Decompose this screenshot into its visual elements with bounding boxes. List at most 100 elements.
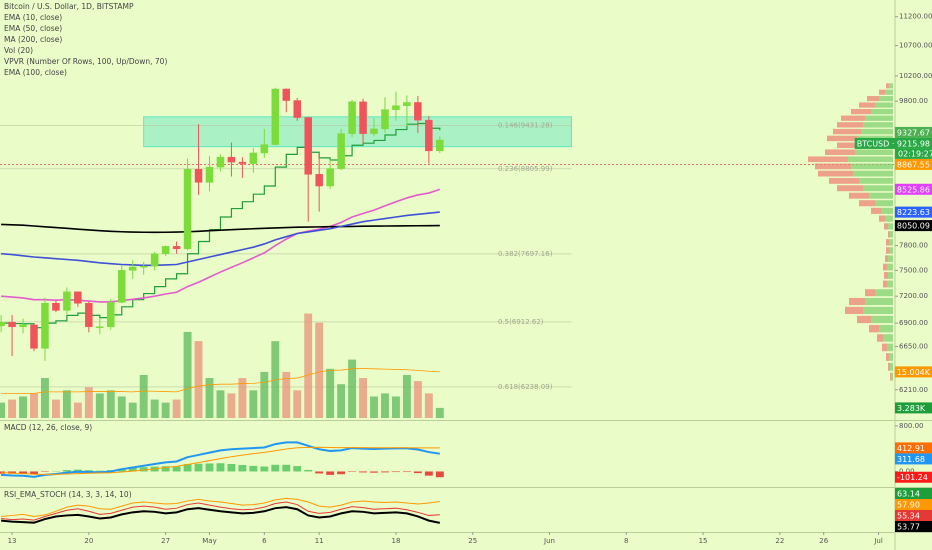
vpvr-up xyxy=(853,170,893,177)
vpvr-down xyxy=(890,372,891,381)
candle-body xyxy=(282,88,291,101)
price-label: 8867.55 xyxy=(897,160,930,169)
macd-histogram xyxy=(304,469,313,472)
candle-body xyxy=(315,174,323,187)
volume-bar xyxy=(161,402,170,418)
y-tick-label: 9800.00 xyxy=(899,97,928,105)
vpvr-up xyxy=(890,362,893,371)
macd-histogram xyxy=(183,464,192,472)
vpvr-up xyxy=(879,96,893,102)
vpvr-down xyxy=(879,215,885,222)
fib-label: 0.5(6912.62) xyxy=(498,318,544,326)
volume-bar xyxy=(402,374,411,418)
fib-label: 0.618(6238.09) xyxy=(498,383,553,391)
macd-histogram xyxy=(30,471,38,475)
vpvr-up xyxy=(887,280,893,288)
macd-histogram xyxy=(205,463,214,472)
macd-histogram xyxy=(424,471,433,476)
volume-bar xyxy=(183,331,192,418)
vpvr-up xyxy=(861,128,893,135)
volume-bar xyxy=(238,378,247,418)
macd-histogram xyxy=(282,464,291,472)
candle-body xyxy=(260,144,269,154)
vpvr-up xyxy=(851,163,893,170)
x-tick-label: 25 xyxy=(468,537,477,545)
vpvr-down xyxy=(886,83,889,89)
volume-bar xyxy=(293,390,302,418)
y-tick-label: 0.00 xyxy=(899,467,915,475)
macd-histogram xyxy=(238,465,247,472)
price-label: 9327.67 xyxy=(897,128,930,137)
macd-histogram xyxy=(402,471,411,473)
vpvr-down xyxy=(888,231,890,238)
candle-body xyxy=(183,169,192,250)
volume-bar xyxy=(205,378,214,418)
vpvr-down xyxy=(859,200,875,207)
vpvr-up xyxy=(879,324,893,333)
candle-body xyxy=(249,152,258,164)
candle-body xyxy=(425,119,433,152)
y-tick-label: 6900.00 xyxy=(899,319,928,327)
vpvr-up xyxy=(890,231,893,238)
volume-bar xyxy=(106,390,115,418)
legend-entry: EMA (50, close) xyxy=(4,24,62,33)
stoch-line xyxy=(1,497,440,517)
candle-body xyxy=(107,302,115,328)
macd-line xyxy=(1,441,440,478)
vpvr-up xyxy=(875,200,893,207)
y-tick-label: 7200.00 xyxy=(899,292,928,300)
vpvr-up xyxy=(855,149,893,156)
legend-entry: MA (200, close) xyxy=(4,35,62,44)
price-label: BTCUSD · 9215.98 xyxy=(857,139,930,148)
candle-body xyxy=(348,101,356,134)
vpvr-up xyxy=(889,353,893,361)
candle-body xyxy=(205,166,214,183)
candle-body xyxy=(139,265,148,268)
macd-histogram xyxy=(216,463,225,472)
x-tick-label: 11 xyxy=(315,537,324,545)
vpvr-down xyxy=(815,163,851,170)
price-label-box xyxy=(854,137,932,149)
vpvr-down xyxy=(869,324,879,333)
vpvr-up xyxy=(881,207,893,214)
volume-bar xyxy=(139,374,148,418)
volume-bar xyxy=(424,393,433,418)
vpvr-down xyxy=(825,149,855,156)
candle-body xyxy=(194,169,203,183)
price-label-box xyxy=(894,206,932,218)
price-label-box xyxy=(894,126,932,138)
x-tick-label: Jun xyxy=(543,537,555,545)
vpvr-down xyxy=(857,315,871,324)
fib-label: 0.236(8805.99) xyxy=(498,165,553,173)
macd-histogram xyxy=(73,469,82,472)
price-label-box xyxy=(895,402,932,414)
macd-histogram xyxy=(435,471,444,478)
vpvr-down xyxy=(818,170,853,177)
vpvr-down xyxy=(849,192,869,199)
vpvr-down xyxy=(883,280,887,288)
candle-body xyxy=(227,156,236,163)
vpvr-up xyxy=(885,215,893,222)
candle-body xyxy=(19,324,27,328)
macd-histogram xyxy=(293,466,302,472)
vpvr-up xyxy=(883,334,893,342)
volume-bar xyxy=(30,393,38,418)
candle-body xyxy=(392,105,400,110)
price-label: 412.91 xyxy=(897,444,925,453)
legend-entry: EMA (10, close) xyxy=(4,13,62,22)
vpvr-down xyxy=(837,185,863,192)
vpvr-down xyxy=(871,207,881,214)
chart-title: Bitcoin / U.S. Dollar, 1D, BITSTAMP xyxy=(4,2,134,11)
fib-label: 0.146(9431.28) xyxy=(498,121,553,129)
price-label-box xyxy=(894,158,932,170)
macd-histogram xyxy=(413,471,422,474)
candle-body xyxy=(85,303,93,328)
y-tick-label: 11200.00 xyxy=(899,13,932,21)
x-tick-label: 18 xyxy=(391,537,400,545)
zone xyxy=(143,116,572,148)
vpvr-down xyxy=(859,102,875,108)
macd-histogram xyxy=(260,466,269,472)
stoch-line xyxy=(1,506,441,524)
volume-bar xyxy=(370,396,378,418)
